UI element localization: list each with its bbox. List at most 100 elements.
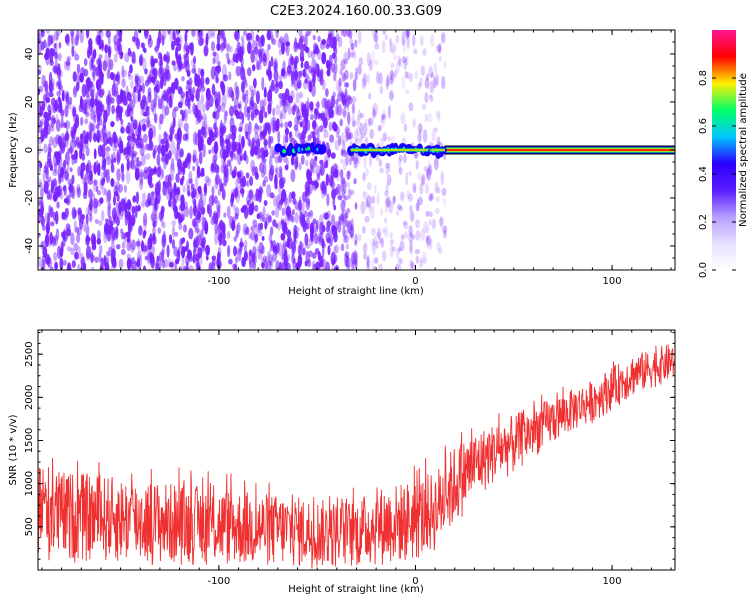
spectrum-noise-dot [188, 178, 193, 184]
spectrum-noise-dot [415, 160, 419, 170]
spectrum-noise-dot [193, 247, 196, 257]
spectrum-noise-dot [438, 246, 443, 255]
spectrum-noise-dot [307, 172, 312, 186]
spectrum-noise-dot [94, 218, 99, 225]
spectrum-noise-dot [181, 166, 186, 176]
spectrum-noise-dot [362, 172, 366, 182]
spectrum-noise-dot [104, 150, 110, 162]
spectrum-noise-dot [433, 127, 438, 133]
spectrum-noise-dot [152, 216, 157, 228]
spectrum-noise-dot [104, 256, 110, 266]
spectrum-noise-dot [390, 62, 395, 69]
spectrum-noise-dot [232, 188, 238, 198]
spectrum-noise-dot [96, 164, 101, 175]
spectrum-noise-dot [145, 153, 151, 160]
spectrum-noise-dot [335, 99, 339, 106]
spectrum-noise-dot [66, 262, 72, 270]
spectrum-noise-dot [206, 203, 210, 214]
spectrum-noise-dot [65, 102, 70, 108]
snr-y-tick-label: 1500 [24, 428, 35, 453]
spectrum-noise-dot [400, 191, 405, 202]
spectrum-noise-dot [413, 184, 417, 194]
spectrum-noise-dot [277, 242, 283, 256]
spectrum-noise-dot [292, 261, 297, 270]
spectrum-noise-dot [305, 250, 311, 264]
spectrum-noise-dot [138, 122, 141, 136]
spectrum-noise-dot [207, 30, 212, 40]
spectrum-noise-dot [376, 231, 382, 239]
spectrum-noise-dot [86, 245, 91, 259]
spectrum-noise-dot [339, 68, 343, 76]
spectrum-noise-dot [230, 46, 233, 53]
spectrum-noise-dot [179, 238, 183, 249]
spectrum-noise-dot [104, 44, 108, 54]
spectrum-noise-dot [116, 168, 121, 182]
spectrum-noise-dot [113, 195, 116, 206]
snr-x-tick-label: -100 [208, 576, 231, 587]
spectrum-noise-dot [312, 252, 317, 259]
spectrum-noise-dot [188, 265, 194, 270]
spectrum-noise-dot [199, 139, 204, 148]
spectrum-noise-dot [419, 258, 423, 268]
spectrum-noise-dot [277, 266, 283, 270]
spectrum-noise-dot [414, 151, 419, 159]
spectrum-noise-dot [345, 243, 349, 250]
spectrum-noise-dot [371, 50, 376, 64]
spectrum-noise-dot [433, 77, 437, 89]
spectrum-noise-dot [271, 38, 277, 46]
spectrum-noise-dot [353, 129, 359, 142]
spectrum-noise-dot [429, 33, 435, 47]
spectrum-noise-dot [181, 175, 185, 182]
spectrum-noise-dot [285, 262, 291, 270]
spectrum-noise-dot [184, 206, 190, 218]
spectrum-noise-dot [344, 69, 349, 80]
spectrum-noise-dot [116, 94, 121, 106]
spectrum-noise-dot [354, 39, 358, 48]
spectrum-noise-dot [430, 72, 434, 79]
spectrum-noise-dot [294, 231, 299, 239]
spectrum-noise-dot [85, 78, 90, 85]
spectrum-noise-dot [366, 256, 370, 270]
spectrum-noise-dot [133, 165, 137, 171]
spectrum-noise-dot [291, 105, 296, 116]
spectrum-noise-dot [182, 54, 187, 61]
spectrum-noise-dot [126, 253, 131, 260]
spectrum-noise-dot [285, 99, 290, 107]
spectrum-noise-dot [384, 34, 388, 41]
spectrum-noise-dot [398, 154, 403, 162]
spectrum-noise-dot [54, 210, 59, 225]
spectrum-noise-dot [295, 91, 300, 104]
spectrum-noise-dot [182, 237, 186, 243]
spectrum-noise-dot [204, 220, 209, 235]
spectrum-noise-dot [401, 75, 406, 90]
spectrum-noise-dot [330, 165, 335, 179]
spectrum-noise-dot [166, 55, 170, 64]
spectrum-noise-dot [318, 125, 324, 133]
spectrum-noise-dot [253, 224, 259, 239]
spectrum-noise-dot [108, 45, 113, 55]
spectrum-noise-dot [283, 193, 288, 205]
spectrum-noise-dot [77, 166, 81, 177]
spectrum-noise-dot [325, 88, 329, 98]
spectrum-noise-dot [354, 233, 358, 245]
spectrum-noise-dot [246, 194, 251, 207]
spectrum-noise-dot [314, 155, 318, 161]
spectrum-noise-dot [314, 224, 319, 234]
spectrum-noise-dot [254, 166, 258, 177]
spectrum-noise-dot [161, 168, 165, 179]
spectrum-noise-dot [326, 193, 330, 207]
spectrum-noise-dot [198, 139, 202, 153]
spectrum-noise-dot [234, 212, 239, 220]
spectrum-noise-dot [251, 203, 255, 212]
spectrum-noise-dot [294, 37, 298, 49]
spectrum-noise-dot [331, 63, 336, 74]
spectrum-noise-dot [269, 192, 275, 199]
spectrum-noise-dot [107, 202, 112, 210]
spectrum-noise-dot [84, 174, 90, 181]
spectrum-noise-dot [70, 154, 76, 160]
spectrum-noise-dot [93, 200, 98, 215]
spectrum-y-axis-label: Frequency (Hz) [8, 112, 19, 188]
spectrum-noise-dot [341, 149, 347, 158]
spectrum-noise-dot [228, 258, 233, 265]
spectrum-noise-dot [382, 40, 386, 54]
